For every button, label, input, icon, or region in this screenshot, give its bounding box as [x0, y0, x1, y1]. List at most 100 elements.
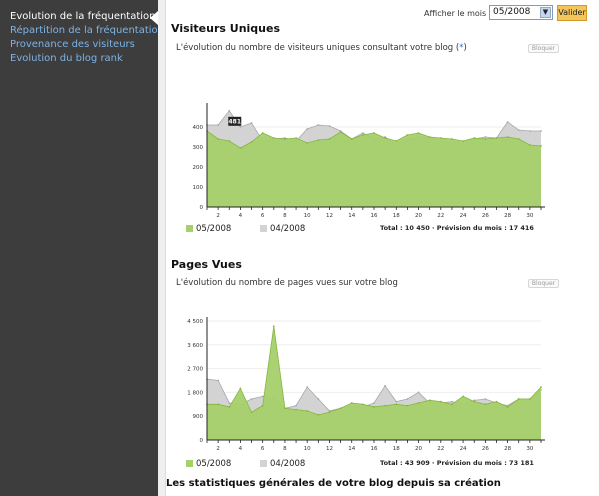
visitors-data-point — [528, 130, 531, 132]
visitors-xtick-label: 26 — [482, 213, 489, 219]
visitors-data-point — [228, 140, 231, 142]
pageviews-ytick-label: 2 700 — [187, 367, 203, 373]
pageviews-series-area-current — [207, 326, 541, 440]
pageviews-data-point — [395, 400, 398, 403]
visitors-data-point — [384, 137, 387, 139]
visitors-data-point — [272, 137, 275, 139]
visitors-data-point — [317, 124, 320, 126]
legend-previous-label: 04/2008 — [270, 224, 306, 234]
pageviews-xtick-label: 4 — [239, 446, 243, 452]
visitors-data-point — [250, 122, 253, 124]
sidebar-item-evolution-blog-rank[interactable]: Evolution du blog rank — [10, 53, 123, 64]
pageviews-data-point — [473, 399, 476, 402]
legend-swatch-previous — [260, 460, 267, 467]
pageviews-block-button[interactable]: Bloquer — [528, 279, 559, 288]
pageviews-data-point — [506, 404, 509, 407]
visitors-description-text: L'évolution du nombre de visiteurs uniqu… — [176, 43, 460, 53]
visitors-data-point — [484, 136, 487, 138]
sidebar-item-provenance-visiteurs[interactable]: Provenance des visiteurs — [10, 39, 135, 50]
legend-swatch-previous — [260, 225, 267, 232]
visitors-data-point — [350, 138, 353, 140]
pageviews-data-point — [384, 384, 387, 387]
pageviews-data-point — [406, 398, 409, 400]
visitors-data-point — [306, 142, 309, 144]
visitors-xtick-label: 22 — [437, 213, 444, 219]
pageviews-data-point — [217, 379, 220, 382]
visitors-ytick-label: 100 — [193, 185, 204, 191]
visitors-data-point — [540, 130, 542, 132]
legend-swatch-current — [186, 225, 193, 232]
pageviews-data-point — [384, 404, 387, 407]
pageviews-xtick-label: 20 — [415, 446, 422, 452]
legend-current-label: 05/2008 — [196, 459, 232, 469]
pageviews-data-point — [328, 411, 331, 414]
visitors-data-point — [517, 129, 520, 131]
pageviews-data-point — [250, 411, 253, 414]
pageviews-data-point — [272, 325, 275, 328]
pageviews-data-point — [261, 395, 264, 398]
pageviews-data-point — [517, 398, 520, 400]
visitors-data-point — [417, 132, 420, 134]
pageviews-legend-previous: 04/2008 — [260, 459, 305, 469]
sidebar: Evolution de la fréquentation Répartitio… — [0, 0, 164, 496]
pageviews-data-point — [417, 402, 420, 404]
pageviews-xtick-label: 30 — [526, 446, 533, 452]
pageviews-data-point — [250, 398, 253, 400]
pageviews-xtick-label: 14 — [348, 446, 355, 452]
pageviews-data-point — [306, 386, 309, 389]
visitors-data-point — [339, 131, 342, 133]
visitors-xtick-label: 14 — [348, 213, 355, 219]
pageviews-data-point — [484, 398, 487, 400]
visitors-data-point — [228, 109, 231, 112]
visitors-data-point — [261, 132, 264, 134]
pageviews-xtick-label: 28 — [504, 446, 511, 452]
visitors-xtick-label: 28 — [504, 213, 511, 219]
pageviews-xtick-label: 2 — [216, 446, 220, 452]
visitors-data-point — [361, 134, 364, 136]
visitors-data-point — [250, 141, 253, 143]
visitors-tooltip-text: 481 — [229, 118, 242, 125]
sidebar-item-evolution-frequentation[interactable]: Evolution de la fréquentation — [10, 11, 156, 22]
chevron-down-icon[interactable]: ▼ — [540, 7, 551, 18]
visitors-series-area-current — [207, 131, 541, 207]
pageviews-data-point — [495, 400, 498, 403]
pageviews-data-point — [328, 410, 331, 412]
visitors-data-point — [373, 132, 375, 134]
pageviews-data-point — [350, 402, 353, 404]
pageviews-data-point — [284, 407, 286, 410]
pageviews-data-point — [473, 400, 476, 403]
visitors-data-point — [239, 147, 242, 149]
sidebar-item-repartition-frequentation[interactable]: Répartition de la fréquentation — [10, 25, 164, 36]
pageviews-xtick-label: 10 — [304, 446, 311, 452]
validate-button[interactable]: Valider — [557, 5, 587, 21]
visitors-data-point — [217, 138, 220, 140]
visitors-help-link[interactable]: * — [459, 43, 464, 53]
pageviews-xtick-label: 22 — [437, 446, 444, 452]
visitors-ytick-label: 300 — [193, 145, 204, 151]
visitors-data-point — [484, 138, 487, 140]
pageviews-data-point — [306, 410, 309, 412]
pageviews-data-point — [239, 387, 242, 390]
visitors-xtick-label: 16 — [371, 213, 378, 219]
pageviews-ytick-label: 1 800 — [187, 390, 203, 396]
visitors-data-point — [239, 126, 242, 128]
pageviews-xtick-label: 12 — [326, 446, 333, 452]
pageviews-xtick-label: 8 — [283, 446, 287, 452]
pageviews-data-point — [373, 402, 375, 404]
pageviews-ytick-label: 4 500 — [187, 319, 203, 325]
pageviews-data-point — [540, 386, 542, 389]
pageviews-data-point — [361, 403, 364, 406]
visitors-data-point — [517, 138, 520, 140]
visitors-xtick-label: 24 — [460, 213, 467, 219]
pageviews-xtick-label: 16 — [371, 446, 378, 452]
visitors-data-point — [451, 138, 453, 140]
pageviews-data-point — [462, 395, 464, 398]
visitors-block-button[interactable]: Bloquer — [528, 44, 559, 53]
pageviews-data-point — [428, 399, 431, 402]
pageviews-legend-current: 05/2008 — [186, 459, 231, 469]
visitors-tooltip-box — [228, 116, 242, 126]
pageviews-data-point — [228, 402, 231, 404]
month-select[interactable]: 05/2008 ▼ — [489, 5, 553, 20]
visitors-data-point — [317, 139, 320, 141]
